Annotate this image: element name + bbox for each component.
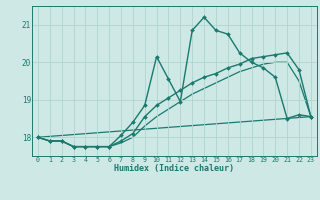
- X-axis label: Humidex (Indice chaleur): Humidex (Indice chaleur): [115, 164, 234, 174]
